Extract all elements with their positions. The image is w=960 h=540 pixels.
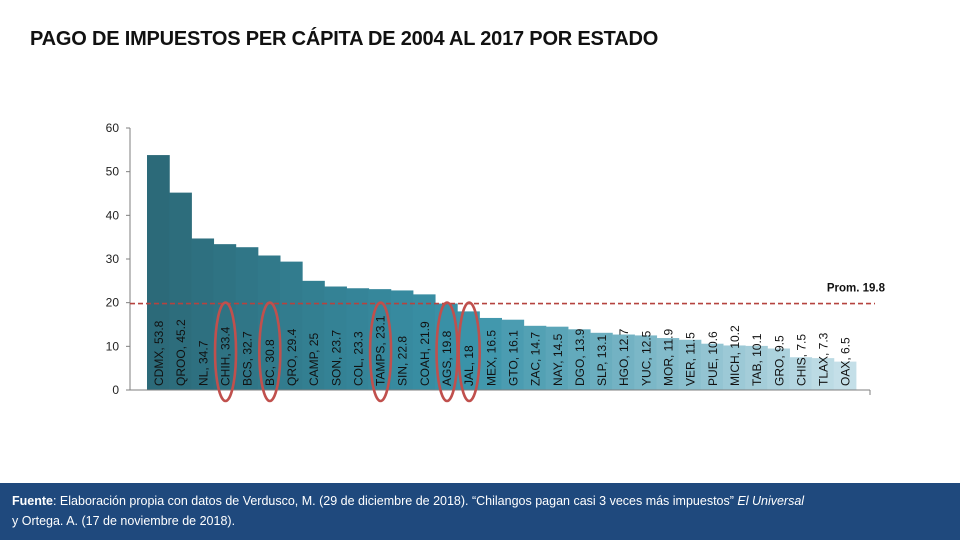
bar-mex: [479, 317, 502, 390]
data-label-gto: GTO, 16.1: [506, 330, 520, 386]
data-label-pue: PUE, 10.6: [706, 331, 720, 386]
highlight-ellipse-jal: [457, 301, 481, 403]
bar-col: [346, 288, 370, 390]
y-tick-label: 20: [106, 296, 120, 310]
y-tick-label: 60: [106, 121, 120, 135]
data-label-sin: SIN, 22.8: [396, 336, 410, 386]
y-tick-label: 40: [106, 208, 120, 222]
data-label-ags: AGS, 19.8: [440, 330, 454, 386]
average-group: Prom. 19.8: [130, 283, 886, 305]
bar-cdmx: [147, 155, 170, 390]
bar-sin: [390, 290, 414, 390]
bar-dgo: [567, 329, 591, 390]
bar-bc: [257, 255, 281, 390]
data-label-tlax: TLAX, 7.3: [817, 332, 831, 386]
data-label-nl: NL, 34.7: [196, 340, 210, 386]
bars-group: [147, 155, 857, 390]
y-tick-label: 10: [106, 339, 120, 353]
source-label: Fuente: [12, 494, 53, 508]
data-label-cdmx: CDMX, 53.8: [152, 320, 166, 386]
highlight-ellipse-tamps: [368, 301, 393, 403]
bar-tab: [745, 345, 768, 390]
data-label-tab: TAB, 10.1: [750, 333, 764, 386]
slide-title: PAGO DE IMPUESTOS PER CÁPITA DE 2004 AL …: [30, 28, 659, 50]
source-text-1: : Elaboración propia con datos de Verdus…: [52, 494, 738, 508]
data-label-zac: ZAC, 14.7: [529, 332, 543, 386]
average-label: Prom. 19.8: [827, 283, 886, 295]
data-label-dgo: DGO, 13.9: [573, 328, 587, 386]
source-text-2: y Ortega. A. (17 de noviembre de 2018).: [12, 514, 236, 528]
data-label-chis: CHIS, 7.5: [794, 334, 808, 386]
source-publication: El Universal: [737, 494, 805, 508]
bar-mor: [656, 338, 680, 390]
bar-yuc: [634, 335, 658, 390]
bar-chis: [789, 357, 813, 390]
data-label-jal: JAL, 18: [462, 345, 476, 386]
bar-son: [324, 286, 347, 390]
y-tick-label: 0: [112, 383, 119, 397]
data-label-hgo: HGO, 12.7: [617, 328, 631, 386]
data-label-coah: COAH, 21.9: [418, 321, 432, 386]
bar-labels-group: CDMX, 53.8 QROO, 45.2 NL, 34.7 CHIH, 33.4 BC…: [152, 315, 853, 386]
highlight-ellipse-chih: [213, 301, 238, 403]
data-label-oax: OAX, 6.5: [839, 337, 853, 386]
y-tick-label: 50: [106, 165, 120, 179]
bar-gro: [767, 348, 790, 390]
highlights-group: [213, 301, 481, 403]
bar-camp: [302, 280, 325, 390]
bar-mich: [722, 345, 746, 390]
bar-nay: [545, 326, 569, 390]
data-label-nay: NAY, 14.5: [551, 333, 565, 386]
bar-nl: [191, 238, 215, 390]
bar-ver: [678, 339, 702, 390]
bar-jal: [457, 311, 480, 390]
bar-zac: [523, 325, 547, 390]
data-label-camp: CAMP, 25: [307, 333, 321, 386]
data-label-son: SON, 23.7: [329, 330, 343, 386]
bar-qroo: [169, 192, 192, 390]
bar-slp: [590, 332, 613, 390]
highlight-ellipse-bc: [258, 301, 282, 403]
data-label-qro: QRO, 29.4: [285, 328, 299, 386]
bar-tlax: [811, 358, 835, 390]
bar-gto: [501, 319, 525, 390]
bar-coah: [412, 294, 436, 390]
source-footer: Fuente: Elaboración propia con datos de …: [0, 483, 960, 540]
bar-oax: [833, 361, 857, 390]
bar-ags: [434, 303, 458, 390]
data-label-yuc: YUC, 12.5: [639, 330, 653, 386]
bar-pue: [700, 343, 724, 390]
bar-chih: [213, 244, 237, 390]
bar-qro: [279, 261, 303, 390]
bar-chart: CDMX, 53.8 QROO, 45.2 NL, 34.7 CHIH, 33.4 BC…: [106, 121, 886, 403]
data-label-tamps: TAMPS, 23.1: [374, 315, 388, 386]
data-label-mich: MICH, 10.2: [728, 325, 742, 386]
data-label-col: COL, 23.3: [351, 331, 365, 386]
data-label-bcs: BCS, 32.7: [241, 331, 255, 386]
data-label-slp: SLP, 13.1: [595, 335, 609, 386]
data-label-chih: CHIH, 33.4: [219, 326, 233, 386]
data-label-gro: GRO, 9.5: [772, 335, 786, 386]
data-label-qroo: QROO, 45.2: [174, 319, 188, 386]
bar-hgo: [612, 334, 635, 390]
bar-bcs: [235, 247, 259, 390]
data-label-bc: BC, 30.8: [263, 339, 277, 386]
data-label-mor: MOR, 11.9: [662, 329, 676, 386]
y-tick-label: 30: [106, 252, 120, 266]
data-label-ver: VER, 11.5: [684, 332, 698, 386]
data-label-mex: MEX, 16.5: [484, 330, 498, 386]
axes-group: 0 10 20 30 40 50 60: [106, 121, 871, 397]
